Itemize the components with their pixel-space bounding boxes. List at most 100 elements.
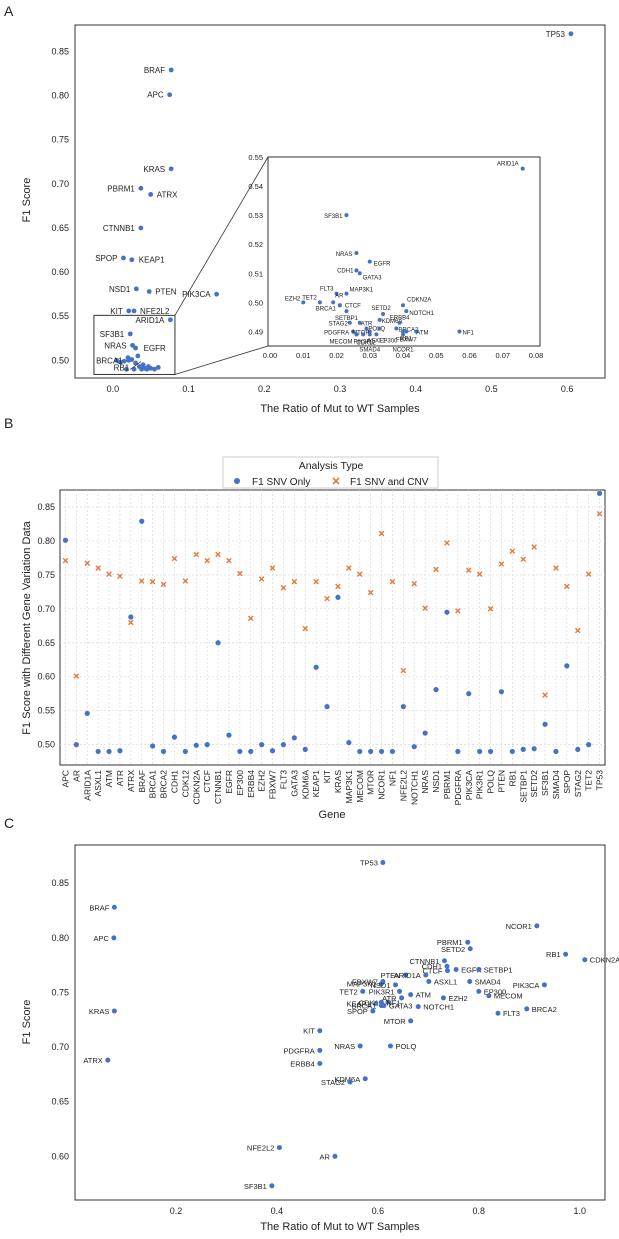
panel-a-point-label: BRCA1 [96,356,123,365]
panel-c-point-label: EZH2 [448,994,467,1003]
panel-a-point-label: ARID1A [135,316,165,325]
panel-b-ytick: 0.70 [37,604,55,614]
snv-only-point [128,614,134,620]
snv-only-point [389,748,396,755]
inset-point [344,309,349,314]
panel-c-xtick: 1.0 [574,1206,587,1216]
snv-cnv-point [324,595,330,602]
panel-b-xlabel: Gene [319,809,346,821]
snv-cnv-point [498,561,505,567]
snv-only-point [553,748,559,755]
panel-c-xtick: 0.8 [473,1206,486,1216]
zoom-connector-line [174,156,269,316]
panel-c-point [317,1047,323,1053]
inset-point-label: SETD2 [371,306,391,312]
snv-only-point [400,704,406,710]
panel-b-xtick: TET2 [584,770,594,791]
panel-b-ytick: 0.80 [37,536,55,546]
panel-c-point [276,1145,282,1151]
inset-point-label: MTOR [352,330,370,336]
panel-a-point-label: PIK3CA [182,290,211,299]
panel-a-cluster-point [121,358,127,364]
panel-b-xtick: SF3B1 [540,770,550,796]
snv-cnv-point [106,571,112,577]
panel-a-xtick: 0.5 [485,384,498,394]
panel-a-point-label: SPOP [95,254,117,263]
panel-a-cluster-point [152,366,157,372]
inset-point [367,259,372,264]
panel-a-ytick: 0.50 [51,355,69,365]
inset-xtick: 0.03 [362,351,377,360]
panel-c-ytick: 0.65 [51,1097,69,1107]
snv-only-point [368,748,374,755]
panel-c-ytick: 0.70 [51,1042,69,1052]
panel-c-point [453,967,459,973]
inset-point [404,329,409,334]
inset-point [331,300,336,305]
panel-c-point-label: KIT [303,1027,315,1036]
inset-point [357,271,362,276]
panel-c-point-label: MAP3K1 [347,980,377,989]
panel-a-xtick: 0.1 [182,384,195,394]
panel-c-point-label: STAG2 [321,1078,345,1087]
panel-b-xtick: KDM6A [300,770,310,800]
panel-a-point [126,308,132,314]
snv-only-point [498,689,505,695]
panel-b-xtick: PTEN [496,770,506,793]
inset-point [301,300,306,305]
panel-b-xtick: NSD1 [431,770,441,793]
panel-a-ytick: 0.60 [51,267,69,277]
panel-c-point-label: MECOM [494,992,523,1001]
panel-a-point [168,166,174,172]
inset-point [520,166,525,171]
panel-c-point [381,1003,387,1009]
snv-only-point [226,732,232,738]
inset-point-label: BRCA2 [398,328,419,334]
inset-point-label: CDKN2A [407,297,431,303]
snv-cnv-point [117,573,123,580]
inset-point-label: SF3B1 [324,214,343,220]
panel-a-ytick: 0.75 [51,135,69,145]
snv-only-point [248,748,254,755]
inset-point [337,303,342,308]
inset-ytick: 0.51 [248,269,263,278]
inset-point [344,291,349,296]
panel-a-point [140,365,146,370]
panel-a-point [568,31,574,37]
inset-point [381,312,386,317]
panel-c-point [426,979,432,985]
panel-b-xtick: GATA3 [289,770,299,797]
snv-only-point [193,742,199,748]
zoom-region-box [93,314,176,375]
panel-c-ylabel: F1 Score [21,1000,33,1045]
panel-c-point [476,988,482,994]
panel-c-point [397,988,403,994]
panel-c-point-label: TP53 [360,858,378,867]
panel-a-cluster-point [135,353,141,359]
panel-c-point-label: AR [320,1152,331,1161]
panel-a-point-label: EGFR [144,344,166,353]
snv-only-point [444,609,450,615]
panel-c-point [444,963,450,969]
snv-only-point [357,748,363,755]
panel-b-xtick: FBXW7 [268,770,278,800]
panel-c-point [399,995,405,1001]
snv-cnv-point [226,557,232,564]
panel-c-point [423,972,429,978]
snv-cnv-point [596,510,603,517]
snv-cnv-point [433,566,439,573]
panel-a-point-label: BRAF [144,66,165,75]
panel-c-point-label: CTCF [423,967,443,976]
panel-c-point-label: PIK3R1 [369,987,395,996]
snv-cnv-point [280,584,287,591]
panel-c-point-label: FLT3 [503,1009,520,1018]
snv-only-point [95,748,101,755]
panel-c-point-label: EGFR [461,966,482,975]
snv-only-point [564,663,570,669]
panel-a-point [148,192,154,197]
panel-b-xtick: MECOM [355,770,365,803]
inset-frame [267,156,541,347]
inset-point [344,213,349,218]
panel-c-ytick: 0.80 [51,933,69,943]
panel-c-point [563,951,569,957]
